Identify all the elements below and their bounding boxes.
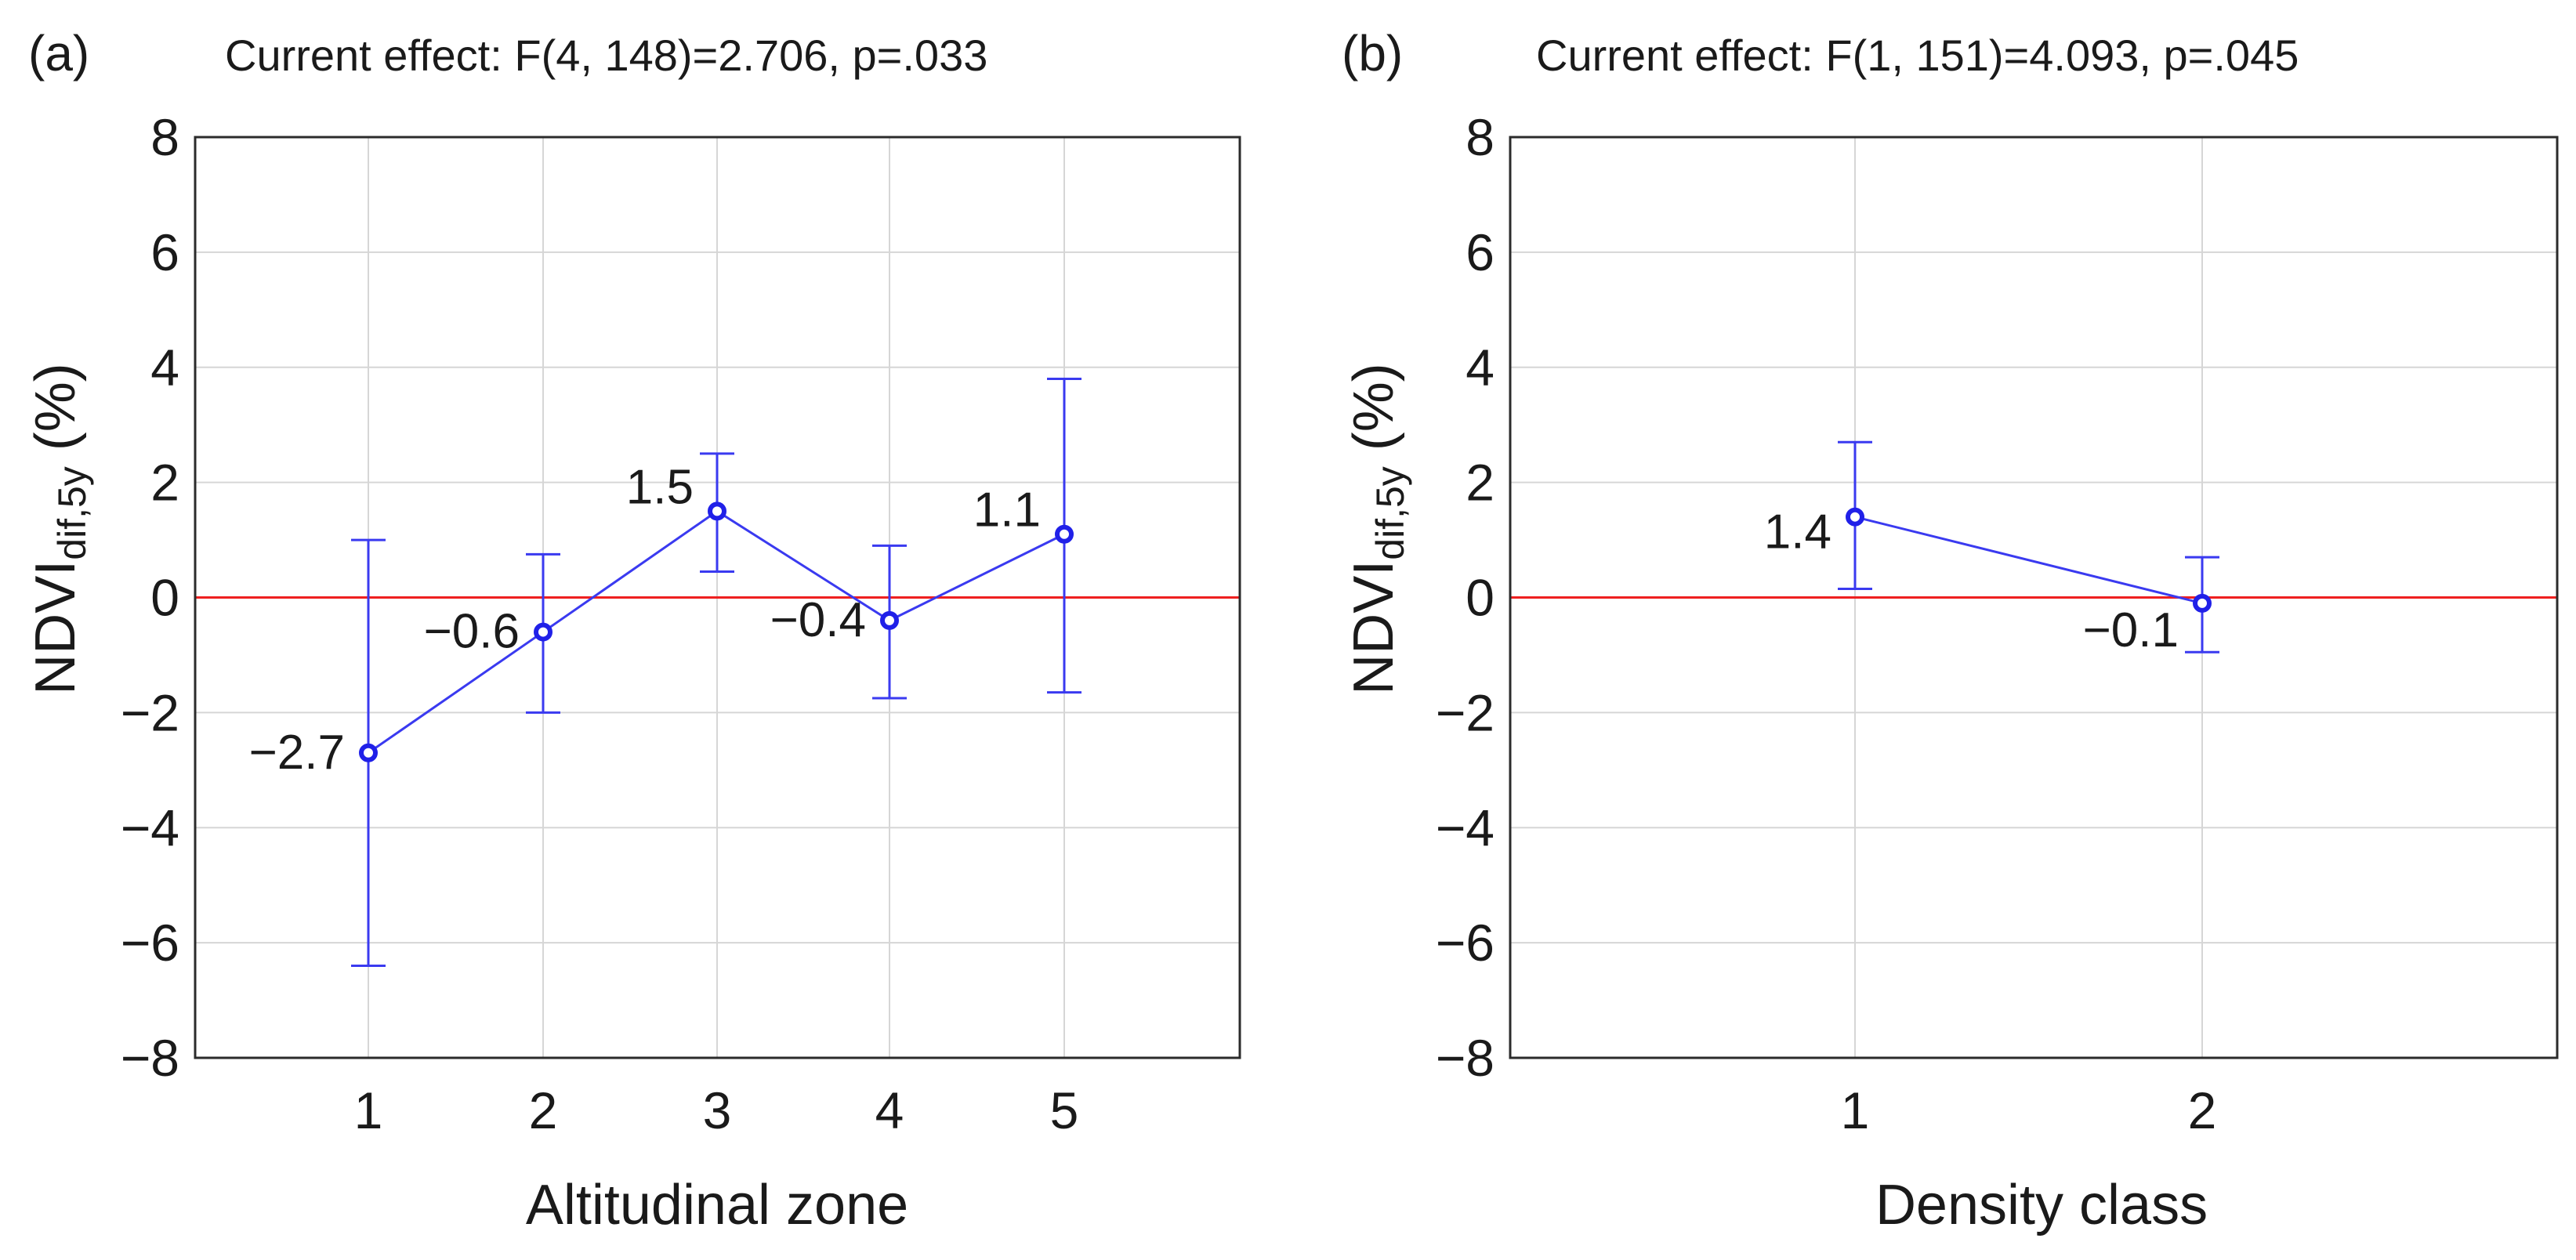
panel-b-y-tick-label: −4 — [1436, 798, 1495, 856]
panel-a-data-label: 1.1 — [973, 483, 1041, 538]
panel-a-y-tick-label: 6 — [150, 223, 179, 281]
panel-b-data-point — [2193, 593, 2212, 613]
panel-a-data-label: −2.7 — [249, 726, 345, 780]
panel-a-data-point — [534, 622, 553, 642]
panel-b-x-tick-label: 2 — [2188, 1081, 2217, 1139]
panel-a-y-tick-label: 2 — [150, 454, 179, 512]
panel-b-data-label: −0.1 — [2083, 603, 2179, 657]
panel-a-x-tick-label: 3 — [703, 1081, 732, 1139]
panel-a-x-tick-label: 5 — [1050, 1081, 1079, 1139]
panel-b-x-axis-label: Density class — [1875, 1174, 2208, 1236]
panel-b-data-point — [1846, 507, 1864, 527]
panel-a-y-tick-label: −2 — [121, 683, 179, 741]
panel-a-effect-title: Current effect: F(4, 148)=2.706, p=.033 — [225, 31, 987, 80]
panel-b-y-tick-label: −2 — [1436, 683, 1495, 741]
panel-b-y-tick-label: 4 — [1466, 339, 1495, 396]
panel-b-y-tick-label: 2 — [1466, 454, 1495, 512]
panel-a-chart: (a) Current effect: F(4, 148)=2.706, p=.… — [24, 25, 1241, 1236]
panel-a-data-point — [359, 743, 378, 762]
panel-a-letter: (a) — [28, 25, 89, 81]
panel-a-y-axis-label-main: NDVI — [24, 560, 87, 695]
panel-a-x-tick-label: 1 — [354, 1081, 383, 1139]
panel-a-y-axis-label-subscript: dif,5y — [50, 466, 94, 560]
panel-b-letter: (b) — [1342, 25, 1403, 81]
panel-b-plot-area — [1509, 136, 2559, 1059]
panel-b-y-axis-label-main: NDVI — [1342, 560, 1405, 695]
panel-b-x-tick-label: 1 — [1841, 1081, 1870, 1139]
panel-a-x-axis-label: Altitudinal zone — [526, 1174, 908, 1236]
panel-a-data-point — [880, 610, 899, 630]
panel-b-series-line — [1854, 516, 2203, 605]
panel-a-y-tick-label: −8 — [121, 1029, 179, 1087]
panel-b-y-tick-label: 0 — [1466, 569, 1495, 627]
panel-b-y-axis-label-subscript: dif,5y — [1368, 466, 1412, 560]
panel-b-plot-frame — [1509, 136, 2559, 1059]
panel-a-y-tick-label: −6 — [121, 914, 179, 972]
panel-b-y-tick-label: −6 — [1436, 914, 1495, 972]
panel-a-y-tick-label: −4 — [121, 798, 179, 856]
panel-a-data-label: 1.5 — [626, 460, 694, 514]
panel-b-y-tick-label: −8 — [1436, 1029, 1495, 1087]
panel-b-y-axis-label-suffix: (%) — [1342, 363, 1405, 466]
panel-a-data-label: −0.6 — [424, 605, 520, 659]
panel-a-x-tick-label: 2 — [529, 1081, 558, 1139]
panel-b-data-label: 1.4 — [1764, 505, 1831, 559]
panel-b-y-tick-label: 8 — [1466, 108, 1495, 166]
panel-a-data-point — [708, 501, 726, 521]
panel-a-x-tick-label: 4 — [875, 1081, 904, 1139]
panel-b-y-axis-label: NDVIdif,5y (%) — [1342, 363, 1412, 695]
panel-a-y-tick-label: 4 — [150, 339, 179, 396]
panel-a-y-axis-label: NDVIdif,5y (%) — [24, 363, 94, 695]
panel-a-y-axis-label-suffix: (%) — [24, 363, 87, 466]
panel-b-effect-title: Current effect: F(1, 151)=4.093, p=.045 — [1536, 31, 2299, 80]
panel-a-plot-frame — [194, 136, 1241, 1059]
panel-a-data-point — [1055, 524, 1074, 544]
panel-b-chart: (b) Current effect: F(1, 151)=4.093, p=.… — [1342, 25, 2559, 1236]
panel-a-y-tick-label: 8 — [150, 108, 179, 166]
panel-a-data-label: −0.4 — [770, 593, 866, 647]
panel-a-y-tick-label: 0 — [150, 569, 179, 627]
panel-b-y-tick-label: 6 — [1466, 223, 1495, 281]
panel-a-plot-area — [194, 136, 1241, 1059]
